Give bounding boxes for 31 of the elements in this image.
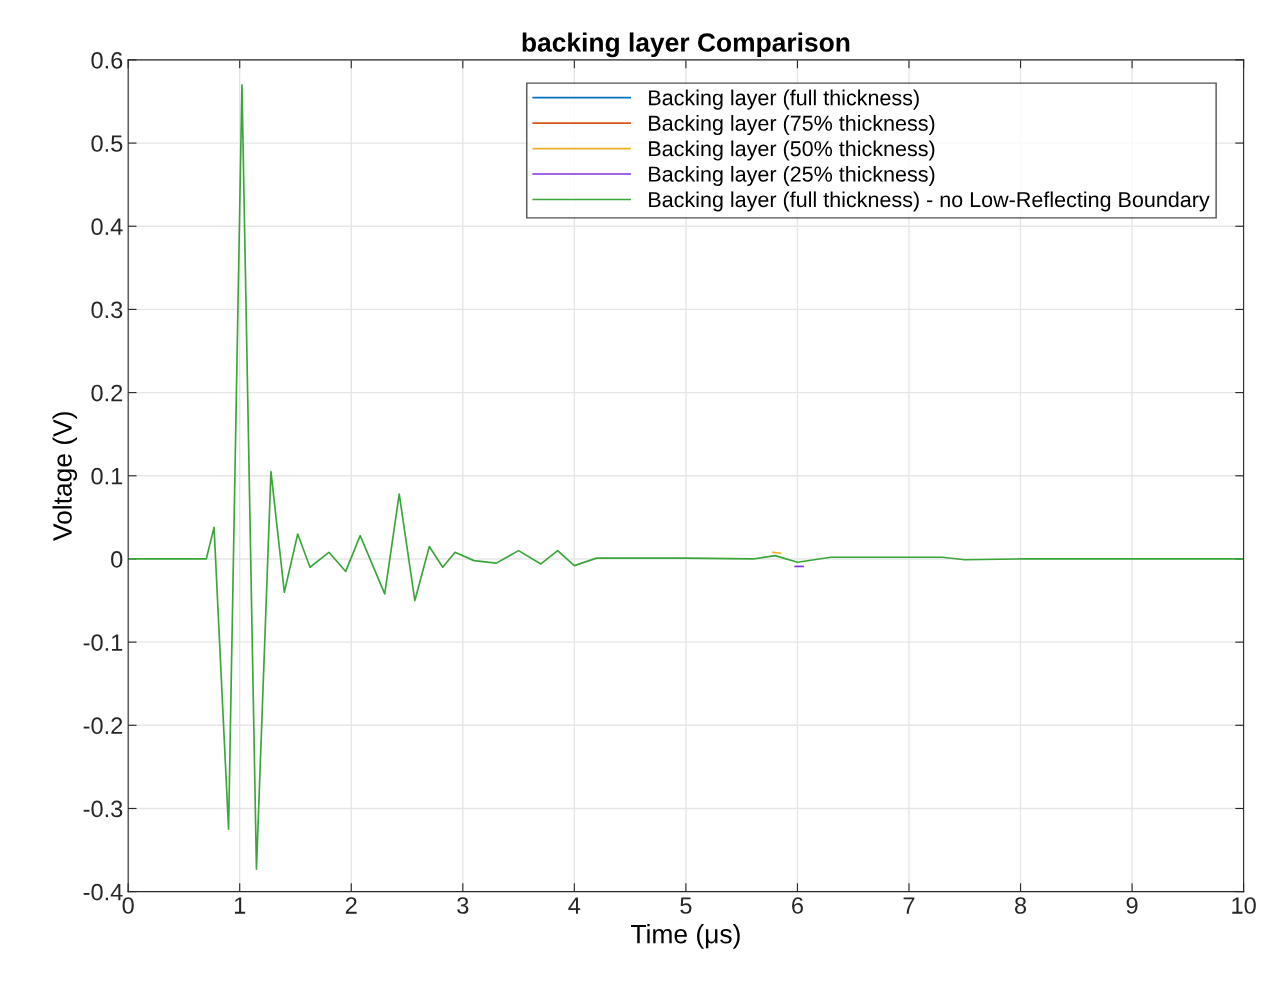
legend-label: Backing layer (50% thickness) <box>649 140 935 161</box>
chart-title: backing layer Comparison <box>522 32 850 58</box>
y-tick-label: 0.6 <box>91 51 123 69</box>
y-tick-label: 0.2 <box>91 384 123 402</box>
x-axis-title: Time (μs) <box>631 924 740 949</box>
y-tick-label: 0.3 <box>91 301 123 319</box>
y-tick-label: -0.3 <box>83 800 123 818</box>
x-tick-label: 7 <box>903 897 915 914</box>
x-tick-label: 3 <box>457 897 469 914</box>
x-tick-label: 10 <box>1232 897 1256 914</box>
line-series <box>128 84 1244 871</box>
x-tick-label: 2 <box>345 897 357 914</box>
y-tick-label: 0.4 <box>91 218 123 236</box>
y-tick-label: -0.4 <box>83 883 123 901</box>
y-tick-label: 0.5 <box>91 135 123 152</box>
y-tick-label: -0.2 <box>83 717 123 735</box>
legend-label: Backing layer (full thickness) <box>649 89 919 110</box>
x-tick-label: 9 <box>1126 897 1138 914</box>
x-tick-label: 0 <box>122 897 134 914</box>
x-tick-label: 1 <box>234 897 246 914</box>
legend-label: Backing layer (full thickness) - no Low-Reflecting Boundary <box>649 191 1210 212</box>
x-tick-label: 8 <box>1014 897 1027 914</box>
y-axis-title: Voltage (V) <box>52 412 78 541</box>
y-tick-label: 0 <box>111 551 123 568</box>
legend-label: Backing layer (75% thickness) <box>649 115 935 136</box>
x-tick-label: 5 <box>680 897 692 914</box>
legend-label: Backing layer (25% thickness) <box>649 165 935 187</box>
y-tick-label: 0.1 <box>91 467 123 485</box>
y-tick-label: -0.1 <box>83 634 123 651</box>
x-tick-label: 4 <box>568 897 581 914</box>
x-tick-label: 6 <box>792 897 803 914</box>
